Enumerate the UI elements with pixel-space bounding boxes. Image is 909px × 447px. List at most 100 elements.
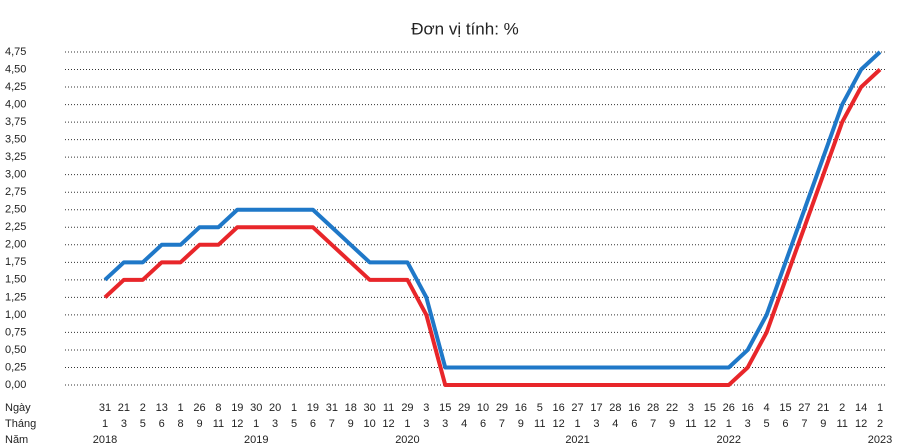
x-year-label: 2021: [565, 434, 589, 446]
x-tick-label: 28: [647, 402, 659, 414]
x-tick-label: 26: [723, 402, 735, 414]
x-tick-label: 15: [779, 402, 791, 414]
y-tick-label: 1,25: [5, 291, 26, 303]
x-tick-label: 1: [178, 402, 184, 414]
x-month-label: 4: [461, 418, 467, 430]
x-month-label: 3: [745, 418, 751, 430]
x-tick-label: 29: [496, 402, 508, 414]
x-month-label: 10: [364, 418, 376, 430]
x-tick-label: 19: [231, 402, 243, 414]
y-tick-label: 2,75: [5, 186, 26, 198]
x-tick-label: 16: [628, 402, 640, 414]
x-month-label: 12: [855, 418, 867, 430]
x-year-label: 2019: [244, 434, 268, 446]
x-tick-label: 13: [156, 402, 168, 414]
x-tick-label: 30: [364, 402, 376, 414]
x-month-label: 1: [726, 418, 732, 430]
y-tick-label: 1,50: [5, 274, 26, 286]
y-tick-label: 3,75: [5, 116, 26, 128]
x-tick-label: 29: [401, 402, 413, 414]
chart-title: Đơn vị tính: %: [411, 19, 519, 38]
x-month-label: 11: [534, 418, 545, 430]
x-tick-label: 2: [140, 402, 146, 414]
y-tick-label: 4,75: [5, 46, 26, 58]
x-month-label: 5: [140, 418, 146, 430]
x-tick-label: 18: [345, 402, 357, 414]
x-month-label: 2: [877, 418, 883, 430]
x-year-label: 2023: [868, 434, 892, 446]
x-tick-label: 31: [99, 402, 111, 414]
x-month-label: 4: [612, 418, 618, 430]
y-tick-label: 0,50: [5, 344, 26, 356]
x-year-label: 2020: [395, 434, 419, 446]
row-label: Tháng: [5, 418, 36, 430]
y-tick-label: 1,00: [5, 309, 26, 321]
x-month-label: 12: [704, 418, 716, 430]
x-month-label: 3: [423, 418, 429, 430]
x-tick-label: 1: [291, 402, 297, 414]
y-tick-label: 3,00: [5, 169, 26, 181]
x-tick-label: 16: [515, 402, 527, 414]
x-month-label: 9: [518, 418, 524, 430]
y-tick-label: 3,25: [5, 151, 26, 163]
x-month-label: 9: [196, 418, 202, 430]
x-month-label: 1: [253, 418, 259, 430]
x-tick-label: 27: [798, 402, 810, 414]
x-tick-label: 31: [326, 402, 338, 414]
x-month-label: 7: [499, 418, 505, 430]
series-line: [103, 50, 882, 370]
x-tick-label: 17: [590, 402, 602, 414]
x-tick-label: 29: [458, 402, 470, 414]
x-tick-label: 27: [571, 402, 583, 414]
x-month-label: 6: [310, 418, 316, 430]
x-month-label: 6: [782, 418, 788, 430]
x-month-label: 7: [650, 418, 656, 430]
y-tick-label: 2,50: [5, 204, 26, 216]
x-month-label: 12: [382, 418, 394, 430]
x-tick-label: 5: [537, 402, 543, 414]
x-tick-label: 19: [307, 402, 319, 414]
x-tick-label: 15: [439, 402, 451, 414]
x-tick-label: 2: [839, 402, 845, 414]
x-tick-label: 26: [193, 402, 205, 414]
x-tick-label: 16: [742, 402, 754, 414]
x-tick-label: 10: [477, 402, 489, 414]
x-month-label: 9: [348, 418, 354, 430]
x-month-label: 1: [574, 418, 580, 430]
x-month-label: 12: [231, 418, 243, 430]
x-tick-label: 21: [817, 402, 829, 414]
y-tick-label: 0,75: [5, 326, 26, 338]
x-month-label: 5: [291, 418, 297, 430]
x-month-label: 8: [178, 418, 184, 430]
series-line: [103, 68, 882, 387]
x-month-label: 3: [442, 418, 448, 430]
x-month-label: 1: [404, 418, 410, 430]
x-month-label: 11: [213, 418, 224, 430]
x-month-label: 9: [820, 418, 826, 430]
x-month-label: 11: [685, 418, 696, 430]
x-month-label: 6: [159, 418, 165, 430]
x-month-label: 5: [764, 418, 770, 430]
x-month-label: 7: [801, 418, 807, 430]
x-year-label: 2018: [93, 434, 117, 446]
y-tick-label: 0,00: [5, 379, 26, 391]
x-month-label: 6: [631, 418, 637, 430]
row-label: Năm: [5, 434, 28, 446]
y-tick-label: 0,25: [5, 361, 26, 373]
x-tick-label: 28: [609, 402, 621, 414]
x-month-label: 11: [836, 418, 847, 430]
y-tick-label: 1,75: [5, 256, 26, 268]
x-tick-label: 3: [688, 402, 694, 414]
x-tick-label: 16: [553, 402, 565, 414]
x-month-label: 12: [553, 418, 565, 430]
x-month-label: 1: [102, 418, 108, 430]
x-tick-label: 15: [704, 402, 716, 414]
x-tick-label: 1: [877, 402, 883, 414]
y-tick-label: 4,00: [5, 98, 26, 110]
x-tick-label: 20: [269, 402, 281, 414]
x-year-label: 2022: [717, 434, 741, 446]
x-month-label: 9: [669, 418, 675, 430]
y-tick-label: 4,25: [5, 81, 26, 93]
x-tick-label: 3: [423, 402, 429, 414]
